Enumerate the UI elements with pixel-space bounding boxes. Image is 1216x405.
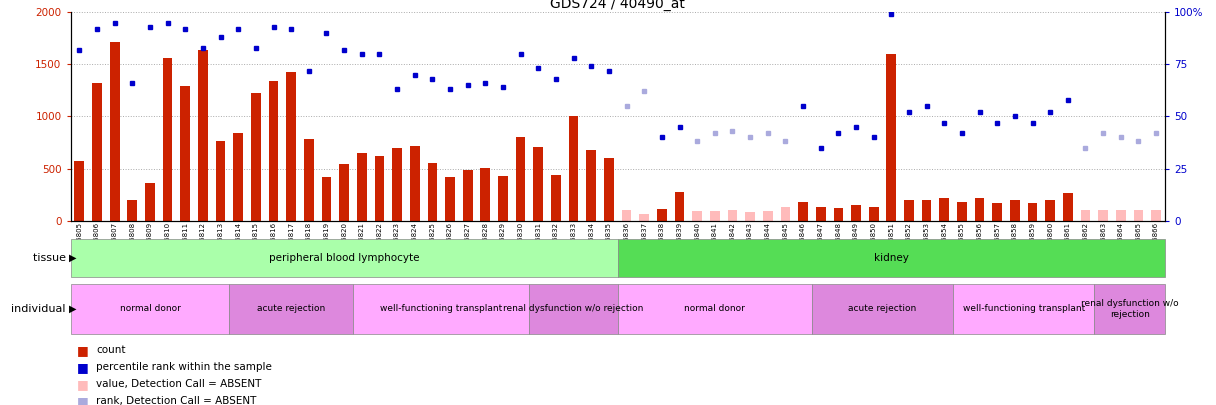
Bar xyxy=(851,205,861,221)
Bar xyxy=(781,207,790,221)
Bar xyxy=(957,202,967,221)
Bar xyxy=(516,137,525,221)
Bar xyxy=(816,207,826,221)
Bar xyxy=(745,212,755,221)
Text: renal dysfunction w/o
rejection: renal dysfunction w/o rejection xyxy=(1081,299,1178,318)
Bar xyxy=(586,150,596,221)
Bar xyxy=(269,81,278,221)
Bar xyxy=(868,207,878,221)
Bar xyxy=(657,209,666,221)
Bar xyxy=(529,284,618,334)
Bar xyxy=(71,284,230,334)
Bar xyxy=(621,210,631,221)
Bar xyxy=(762,211,772,221)
Bar xyxy=(410,146,420,221)
Text: ▶: ▶ xyxy=(69,253,77,263)
Bar xyxy=(953,284,1094,334)
Bar xyxy=(1116,210,1126,221)
Bar xyxy=(812,284,953,334)
Text: ■: ■ xyxy=(77,378,89,391)
Bar xyxy=(321,177,331,221)
Title: GDS724 / 40490_at: GDS724 / 40490_at xyxy=(551,0,685,11)
Bar xyxy=(109,43,119,221)
Text: count: count xyxy=(96,345,125,355)
Bar xyxy=(618,284,812,334)
Bar xyxy=(71,239,618,277)
Text: ▶: ▶ xyxy=(69,304,77,314)
Text: percentile rank within the sample: percentile rank within the sample xyxy=(96,362,272,372)
Bar xyxy=(358,153,367,221)
Bar xyxy=(1081,210,1091,221)
Text: acute rejection: acute rejection xyxy=(849,304,917,313)
Text: ■: ■ xyxy=(77,395,89,405)
Text: individual: individual xyxy=(11,304,69,314)
Bar xyxy=(230,284,353,334)
Text: acute rejection: acute rejection xyxy=(257,304,326,313)
Bar xyxy=(1063,192,1073,221)
Bar xyxy=(163,58,173,221)
Bar xyxy=(463,170,473,221)
Text: ■: ■ xyxy=(77,361,89,374)
Bar xyxy=(250,94,260,221)
Bar xyxy=(375,156,384,221)
Bar xyxy=(922,200,931,221)
Bar xyxy=(604,158,614,221)
Bar xyxy=(534,147,544,221)
Bar xyxy=(74,161,84,221)
Bar xyxy=(339,164,349,221)
Bar xyxy=(618,239,1165,277)
Bar xyxy=(499,176,508,221)
Text: value, Detection Call = ABSENT: value, Detection Call = ABSENT xyxy=(96,379,261,389)
Text: well-functioning transplant: well-functioning transplant xyxy=(381,304,502,313)
Bar xyxy=(198,50,208,221)
Text: renal dysfunction w/o rejection: renal dysfunction w/o rejection xyxy=(503,304,643,313)
Bar xyxy=(1028,203,1037,221)
Bar xyxy=(304,139,314,221)
Bar xyxy=(92,83,102,221)
Bar xyxy=(886,54,896,221)
Bar xyxy=(233,133,243,221)
Bar xyxy=(180,86,190,221)
Text: kidney: kidney xyxy=(874,253,908,263)
Bar xyxy=(1094,284,1165,334)
Bar xyxy=(692,211,702,221)
Bar xyxy=(393,148,402,221)
Bar xyxy=(992,203,1002,221)
Bar xyxy=(569,117,579,221)
Bar xyxy=(353,284,529,334)
Bar xyxy=(1152,210,1161,221)
Bar xyxy=(1098,210,1108,221)
Bar xyxy=(428,163,438,221)
Text: rank, Detection Call = ABSENT: rank, Detection Call = ABSENT xyxy=(96,396,257,405)
Bar xyxy=(215,141,225,221)
Bar xyxy=(480,168,490,221)
Text: tissue: tissue xyxy=(33,253,69,263)
Bar xyxy=(1046,200,1055,221)
Text: ■: ■ xyxy=(77,344,89,357)
Bar xyxy=(551,175,561,221)
Bar xyxy=(710,211,720,221)
Bar xyxy=(640,215,649,221)
Bar xyxy=(798,202,807,221)
Bar xyxy=(286,72,295,221)
Text: peripheral blood lymphocyte: peripheral blood lymphocyte xyxy=(269,253,420,263)
Bar xyxy=(1133,210,1143,221)
Bar xyxy=(675,192,685,221)
Bar xyxy=(727,210,737,221)
Bar xyxy=(145,183,154,221)
Bar xyxy=(445,177,455,221)
Bar xyxy=(1010,200,1020,221)
Bar xyxy=(975,198,985,221)
Text: well-functioning transplant: well-functioning transplant xyxy=(963,304,1085,313)
Bar xyxy=(940,198,950,221)
Bar xyxy=(833,208,843,221)
Bar xyxy=(905,200,914,221)
Bar xyxy=(128,200,137,221)
Text: normal donor: normal donor xyxy=(685,304,745,313)
Text: normal donor: normal donor xyxy=(119,304,180,313)
